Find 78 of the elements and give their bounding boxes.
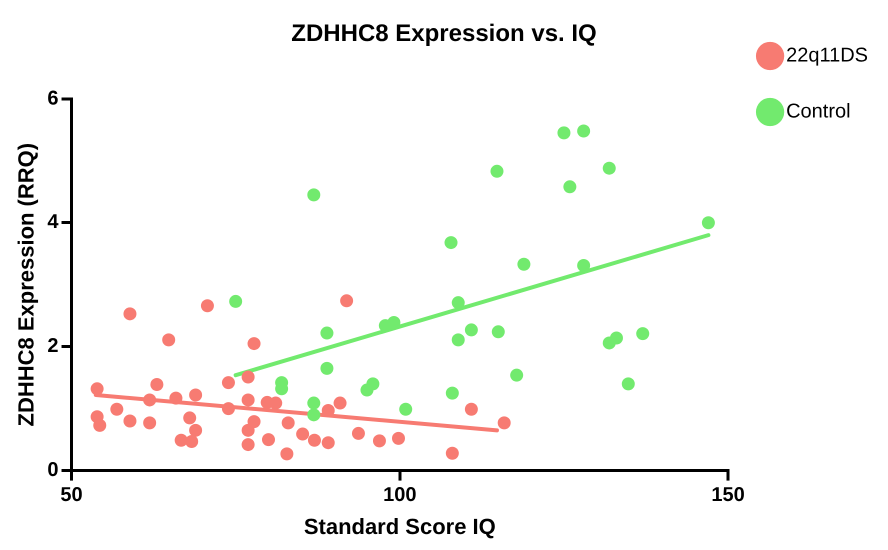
- point: [498, 416, 511, 430]
- point: [222, 376, 235, 390]
- point: [510, 368, 524, 382]
- point: [189, 424, 202, 437]
- legend-label: Control: [786, 100, 851, 123]
- point: [242, 424, 255, 437]
- point: [308, 434, 321, 447]
- point: [602, 162, 616, 175]
- point: [563, 180, 576, 194]
- point: [248, 415, 261, 428]
- point: [307, 188, 320, 202]
- point: [242, 393, 255, 406]
- point: [464, 323, 478, 336]
- point: [446, 386, 459, 400]
- point: [169, 392, 182, 405]
- point: [222, 402, 235, 416]
- x-tick-label: 150: [711, 484, 745, 506]
- point: [248, 337, 261, 350]
- point: [557, 126, 570, 140]
- point: [307, 408, 320, 422]
- y-axis-title: ZDHHC8 Expression (RRQ): [13, 142, 38, 426]
- point: [517, 258, 530, 271]
- point: [189, 388, 202, 402]
- point: [702, 216, 715, 230]
- point: [452, 333, 465, 346]
- point: [610, 331, 623, 344]
- point: [296, 428, 310, 441]
- x-tick-label: 100: [383, 484, 416, 506]
- point: [162, 333, 176, 346]
- point: [492, 325, 505, 338]
- point: [123, 307, 136, 320]
- point: [174, 434, 188, 447]
- point: [636, 327, 650, 340]
- y-tick-label: 2: [47, 335, 59, 358]
- point: [399, 402, 412, 416]
- point: [110, 402, 124, 416]
- y-tick-label: 4: [47, 211, 60, 234]
- point: [185, 434, 198, 448]
- point: [366, 377, 380, 390]
- point: [322, 436, 335, 450]
- y-tick-label: 0: [47, 459, 59, 482]
- point: [464, 402, 478, 416]
- point: [352, 426, 365, 440]
- point: [452, 296, 465, 310]
- point: [150, 378, 164, 391]
- point: [183, 411, 196, 424]
- point: [242, 370, 255, 384]
- point: [282, 416, 295, 430]
- point: [143, 393, 156, 406]
- point: [577, 258, 590, 272]
- legend-label: 22q11DS: [786, 44, 868, 67]
- point: [90, 382, 104, 396]
- point: [446, 446, 459, 460]
- point: [340, 294, 354, 308]
- point: [93, 418, 106, 432]
- point: [320, 326, 334, 340]
- point: [622, 377, 635, 390]
- point: [269, 396, 282, 410]
- point: [577, 124, 590, 138]
- point: [320, 362, 334, 375]
- point: [444, 236, 458, 250]
- point: [387, 316, 400, 329]
- point: [229, 294, 242, 308]
- chart-title: ZDHHC8 Expression vs. IQ: [291, 20, 597, 48]
- point: [143, 416, 156, 430]
- point: [200, 299, 214, 312]
- point: [372, 434, 386, 448]
- point: [307, 396, 320, 410]
- point: [262, 433, 275, 446]
- point: [392, 432, 405, 445]
- point: [242, 438, 255, 452]
- y-tick-label: 6: [47, 87, 59, 110]
- point: [334, 396, 347, 410]
- x-axis-title: Standard Score IQ: [304, 514, 496, 539]
- point: [123, 414, 136, 428]
- x-tick-label: 50: [60, 484, 83, 506]
- point: [490, 164, 504, 178]
- point: [280, 447, 294, 460]
